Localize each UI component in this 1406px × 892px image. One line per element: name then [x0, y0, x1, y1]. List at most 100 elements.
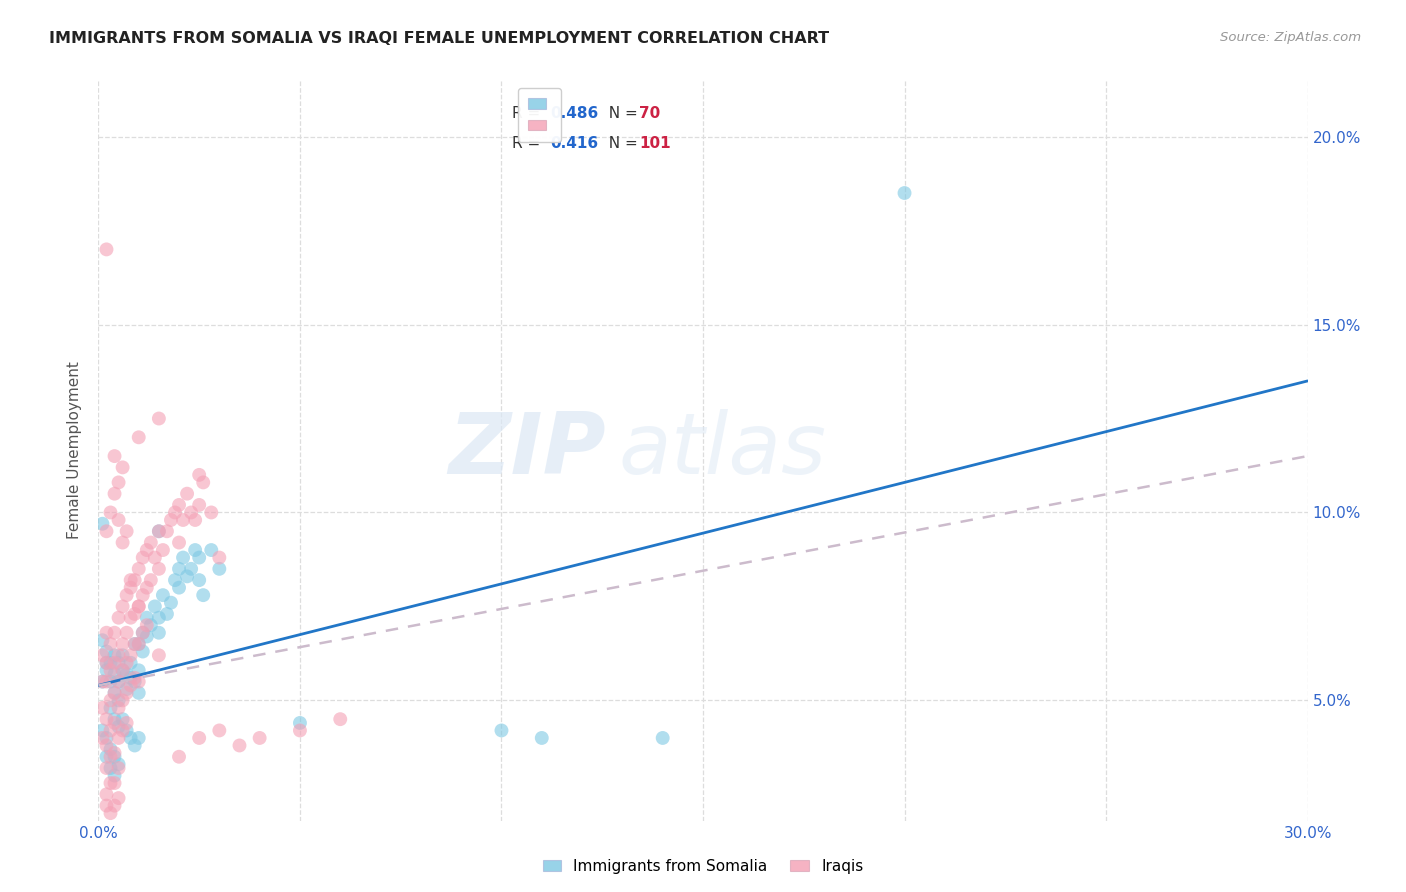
- Point: [139, 573, 162, 587]
- Point: [103, 667, 125, 681]
- Point: [208, 562, 231, 576]
- Point: [172, 513, 194, 527]
- Point: [128, 637, 150, 651]
- Point: [188, 467, 211, 482]
- Point: [107, 693, 129, 707]
- Point: [111, 535, 134, 549]
- Point: [160, 513, 183, 527]
- Legend: , : ,: [519, 88, 561, 143]
- Text: N =: N =: [599, 136, 643, 151]
- Point: [135, 630, 157, 644]
- Point: [96, 749, 118, 764]
- Point: [91, 701, 114, 715]
- Point: [111, 712, 134, 726]
- Point: [103, 449, 125, 463]
- Point: [91, 633, 114, 648]
- Legend: Immigrants from Somalia, Iraqis: Immigrants from Somalia, Iraqis: [537, 853, 869, 880]
- Point: [120, 678, 142, 692]
- Point: [156, 524, 179, 539]
- Point: [188, 573, 211, 587]
- Point: [100, 674, 122, 689]
- Point: [107, 720, 129, 734]
- Point: [100, 749, 122, 764]
- Point: [124, 637, 146, 651]
- Point: [111, 648, 134, 663]
- Text: 0.416: 0.416: [551, 136, 599, 151]
- Point: [184, 513, 207, 527]
- Point: [167, 535, 190, 549]
- Point: [128, 637, 150, 651]
- Point: [115, 715, 138, 730]
- Point: [128, 599, 150, 614]
- Point: [184, 543, 207, 558]
- Point: [96, 761, 118, 775]
- Point: [100, 663, 122, 677]
- Point: [135, 610, 157, 624]
- Point: [128, 599, 150, 614]
- Point: [96, 625, 118, 640]
- Point: [100, 761, 122, 775]
- Point: [100, 701, 122, 715]
- Point: [491, 723, 513, 738]
- Point: [124, 573, 146, 587]
- Point: [128, 562, 150, 576]
- Point: [120, 581, 142, 595]
- Point: [96, 739, 118, 753]
- Point: [115, 723, 138, 738]
- Point: [120, 656, 142, 670]
- Point: [107, 761, 129, 775]
- Point: [96, 656, 118, 670]
- Point: [651, 731, 673, 745]
- Point: [103, 486, 125, 500]
- Point: [120, 648, 142, 663]
- Point: [148, 411, 170, 425]
- Point: [180, 562, 202, 576]
- Point: [128, 674, 150, 689]
- Point: [156, 607, 179, 621]
- Point: [148, 625, 170, 640]
- Point: [124, 671, 146, 685]
- Y-axis label: Female Unemployment: Female Unemployment: [67, 361, 83, 540]
- Point: [100, 776, 122, 790]
- Text: atlas: atlas: [619, 409, 827, 492]
- Point: [132, 625, 155, 640]
- Point: [128, 430, 150, 444]
- Point: [193, 588, 215, 602]
- Point: [530, 731, 553, 745]
- Point: [329, 712, 352, 726]
- Point: [135, 618, 157, 632]
- Point: [96, 712, 118, 726]
- Point: [96, 731, 118, 745]
- Point: [143, 550, 166, 565]
- Point: [111, 693, 134, 707]
- Point: [100, 637, 122, 651]
- Point: [115, 524, 138, 539]
- Point: [103, 656, 125, 670]
- Text: 101: 101: [638, 136, 671, 151]
- Point: [124, 607, 146, 621]
- Point: [163, 573, 186, 587]
- Point: [91, 731, 114, 745]
- Point: [167, 498, 190, 512]
- Point: [148, 524, 170, 539]
- Point: [148, 648, 170, 663]
- Point: [103, 768, 125, 782]
- Point: [111, 663, 134, 677]
- Point: [128, 686, 150, 700]
- Point: [132, 588, 155, 602]
- Point: [120, 610, 142, 624]
- Point: [111, 460, 134, 475]
- Point: [148, 524, 170, 539]
- Point: [115, 588, 138, 602]
- Point: [107, 791, 129, 805]
- Point: [152, 543, 174, 558]
- Point: [100, 506, 122, 520]
- Point: [107, 513, 129, 527]
- Point: [120, 573, 142, 587]
- Point: [188, 731, 211, 745]
- Point: [176, 486, 198, 500]
- Point: [152, 588, 174, 602]
- Point: [200, 506, 222, 520]
- Point: [107, 610, 129, 624]
- Point: [96, 798, 118, 813]
